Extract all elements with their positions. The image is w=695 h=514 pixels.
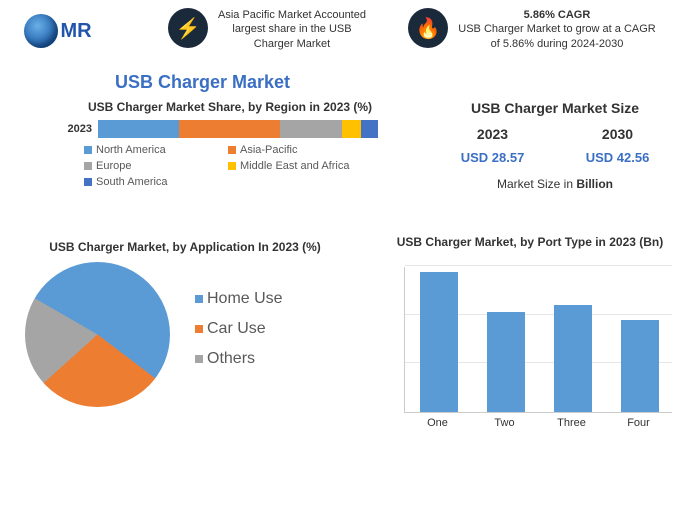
port-type-chart: USB Charger Market, by Port Type in 2023… xyxy=(380,235,680,445)
pie-wrap: Home Use Car Use Others xyxy=(25,262,355,407)
market-size-note: Market Size in Billion xyxy=(430,177,680,191)
header: MR ⚡ Asia Pacific Market Accounted large… xyxy=(0,0,695,51)
callout2-text: 5.86% CAGR USB Charger Market to grow at… xyxy=(456,8,658,51)
note-prefix: Market Size in xyxy=(497,177,576,191)
legend-item: Others xyxy=(195,350,285,368)
page-title: USB Charger Market xyxy=(115,72,290,93)
legend-label: Asia-Pacific xyxy=(240,144,297,156)
stack-seg-europe xyxy=(280,120,342,138)
callout-asia-pacific: ⚡ Asia Pacific Market Accounted largest … xyxy=(168,8,368,51)
legend-label: Others xyxy=(207,350,255,368)
port-type-title: USB Charger Market, by Port Type in 2023… xyxy=(380,235,680,249)
legend-swatch xyxy=(195,295,203,303)
legend-swatch xyxy=(195,325,203,333)
xlabel: Two xyxy=(471,417,538,429)
year-2023: 2023 xyxy=(477,126,508,142)
legend-label: South America xyxy=(96,176,168,188)
legend-swatch xyxy=(84,178,92,186)
region-share-chart: USB Charger Market Share, by Region in 2… xyxy=(60,100,400,188)
legend-item: South America xyxy=(84,176,214,188)
legend-label: Europe xyxy=(96,160,131,172)
bar-two xyxy=(487,312,525,412)
stack-seg-north-america xyxy=(98,120,179,138)
pie-legend: Home Use Car Use Others xyxy=(195,290,285,380)
cagr-title: 5.86% CAGR xyxy=(524,9,591,21)
legend-item: Home Use xyxy=(195,290,285,308)
callout1-text: Asia Pacific Market Accounted largest sh… xyxy=(216,8,368,51)
legend-swatch xyxy=(195,355,203,363)
stack-seg-asia-pacific xyxy=(179,120,280,138)
legend-label: Home Use xyxy=(207,290,283,308)
xlabel: Four xyxy=(605,417,672,429)
legend-label: North America xyxy=(96,144,166,156)
pie-chart xyxy=(25,262,170,407)
market-size-title: USB Charger Market Size xyxy=(430,100,680,116)
legend-label: Middle East and Africa xyxy=(240,160,349,172)
callout-cagr: 🔥 5.86% CAGR USB Charger Market to grow … xyxy=(408,8,658,51)
stack-seg-south-america xyxy=(361,120,378,138)
bar-one xyxy=(420,272,458,412)
flame-icon: 🔥 xyxy=(408,8,448,48)
legend-swatch xyxy=(228,146,236,154)
market-size-block: USB Charger Market Size 2023 2030 USD 28… xyxy=(430,100,680,191)
application-title: USB Charger Market, by Application In 20… xyxy=(15,240,355,254)
region-legend: North America Asia-Pacific Europe Middle Ea… xyxy=(84,144,400,188)
legend-item: Asia-Pacific xyxy=(228,144,358,156)
gridline xyxy=(405,265,672,266)
xlabel: Three xyxy=(538,417,605,429)
legend-swatch xyxy=(228,162,236,170)
stacked-bar-ylabel: 2023 xyxy=(60,123,98,135)
value-2023: USD 28.57 xyxy=(461,150,525,165)
market-size-years: 2023 2030 xyxy=(430,126,680,142)
value-2030: USD 42.56 xyxy=(586,150,650,165)
note-bold: Billion xyxy=(576,177,613,191)
market-size-values: USD 28.57 USD 42.56 xyxy=(430,150,680,165)
bar-three xyxy=(554,305,592,412)
region-share-title: USB Charger Market Share, by Region in 2… xyxy=(60,100,400,114)
bar-four xyxy=(621,320,659,412)
xlabel: One xyxy=(404,417,471,429)
legend-item: Europe xyxy=(84,160,214,172)
legend-item: North America xyxy=(84,144,214,156)
bar-plot xyxy=(404,267,672,413)
bar-chart: OneTwoThreeFour xyxy=(386,255,676,445)
application-chart: USB Charger Market, by Application In 20… xyxy=(15,240,355,407)
stacked-bar-row: 2023 xyxy=(60,120,400,138)
stacked-bar xyxy=(98,120,378,138)
legend-label: Car Use xyxy=(207,320,266,338)
legend-swatch xyxy=(84,162,92,170)
stack-seg-middle-east-and-africa xyxy=(342,120,362,138)
cagr-text: USB Charger Market to grow at a CAGR of … xyxy=(458,23,655,49)
globe-icon xyxy=(24,14,58,48)
bolt-icon: ⚡ xyxy=(168,8,208,48)
bar-xlabels: OneTwoThreeFour xyxy=(404,417,672,429)
legend-item: Middle East and Africa xyxy=(228,160,358,172)
logo-text: MR xyxy=(60,20,91,43)
year-2030: 2030 xyxy=(602,126,633,142)
mmr-logo: MR xyxy=(8,8,108,48)
legend-item: Car Use xyxy=(195,320,285,338)
legend-swatch xyxy=(84,146,92,154)
